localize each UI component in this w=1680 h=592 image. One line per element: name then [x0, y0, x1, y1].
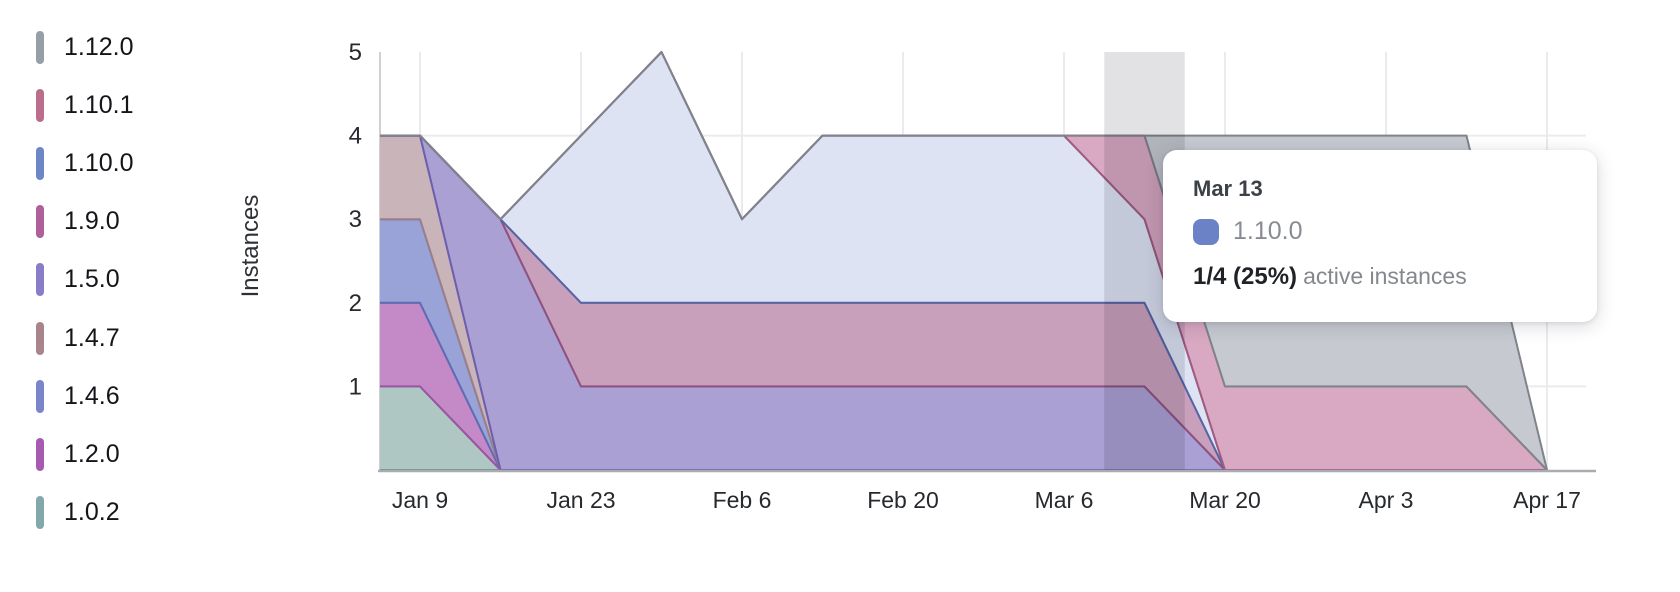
legend-swatch: [36, 379, 44, 413]
legend-item-1.10.1[interactable]: 1.10.1: [36, 88, 134, 122]
y-tick-label: 3: [349, 206, 362, 233]
legend-label: 1.5.0: [64, 265, 120, 294]
tooltip-value-label: active instances: [1303, 263, 1467, 289]
x-tick-label: Mar 6: [1035, 487, 1094, 513]
legend-label: 1.10.0: [64, 148, 134, 177]
legend-label: 1.4.7: [64, 323, 120, 352]
legend-swatch: [36, 263, 44, 297]
chart-legend: 1.12.0 1.10.1 1.10.0 1.9.0 1.5.0 1.4.7 1.4.6 1.…: [36, 30, 236, 570]
tooltip-series-swatch: [1193, 218, 1219, 245]
tooltip-date: Mar 13: [1193, 176, 1263, 201]
legend-item-1.12.0[interactable]: 1.12.0: [36, 30, 134, 64]
x-tick-label: Feb 20: [867, 487, 939, 513]
x-tick-label: Apr 17: [1513, 487, 1581, 513]
legend-label: 1.12.0: [64, 32, 134, 61]
tooltip-value-row: 1/4 (25%) active instances: [1193, 263, 1573, 291]
legend-item-1.0.2[interactable]: 1.0.2: [36, 496, 120, 530]
legend-swatch: [36, 30, 44, 64]
legend-label: 1.4.6: [64, 381, 120, 410]
legend-label: 1.0.2: [64, 498, 120, 527]
x-tick-label: Mar 20: [1189, 487, 1261, 513]
tooltip-series-name: 1.10.0: [1233, 217, 1303, 245]
legend-item-1.4.7[interactable]: 1.4.7: [36, 321, 120, 355]
legend-swatch: [36, 496, 44, 530]
legend-swatch: [36, 205, 44, 239]
y-tick-label: 4: [349, 123, 362, 150]
legend-swatch: [36, 88, 44, 122]
axis-labels: 1 2 3 4 5 Jan 9 Jan 23 Feb 6 Feb 20 Mar 6 Mar 20 Ap…: [349, 39, 1581, 513]
x-tick-label: Feb 6: [713, 487, 772, 513]
legend-item-1.9.0[interactable]: 1.9.0: [36, 205, 120, 239]
chart-tooltip: Mar 13 1.10.0 1/4 (25%) active instances: [1163, 150, 1597, 322]
tooltip-value: 1/4 (25%): [1193, 263, 1298, 290]
tooltip-series-row: 1.10.0: [1193, 217, 1573, 246]
legend-item-1.10.0[interactable]: 1.10.0: [36, 146, 134, 180]
legend-label: 1.9.0: [64, 207, 120, 236]
legend-label: 1.2.0: [64, 439, 120, 468]
legend-item-1.4.6[interactable]: 1.4.6: [36, 379, 120, 413]
legend-item-1.5.0[interactable]: 1.5.0: [36, 263, 120, 297]
legend-swatch: [36, 437, 44, 471]
y-tick-label: 5: [349, 39, 362, 66]
x-tick-label: Apr 3: [1359, 487, 1414, 513]
y-tick-label: 2: [349, 290, 362, 317]
legend-item-1.2.0[interactable]: 1.2.0: [36, 437, 120, 471]
x-tick-label: Jan 9: [392, 487, 448, 513]
x-tick-label: Jan 23: [546, 487, 615, 513]
legend-swatch: [36, 321, 44, 355]
legend-label: 1.10.1: [64, 90, 134, 119]
legend-swatch: [36, 146, 44, 180]
y-tick-label: 1: [349, 373, 362, 400]
